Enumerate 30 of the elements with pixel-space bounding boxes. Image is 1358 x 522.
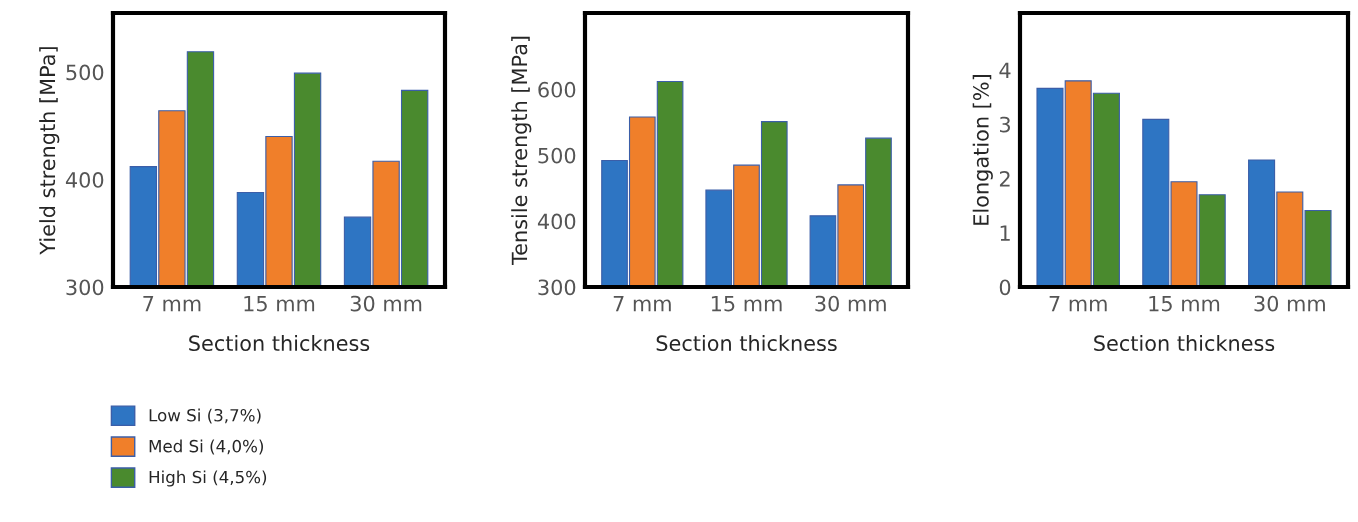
legend-label: High Si (4,5%) [149,470,267,487]
x-axis-title: Section thickness [656,334,837,352]
x-tick-label: 7 mm [613,295,671,312]
y-tick-label: 300 [66,279,104,296]
y-axis-title: Elongation [%] [972,75,993,225]
y-tick-label: 500 [538,147,576,164]
y-tick-label: 500 [66,64,104,81]
x-tick-label: 15 mm [244,295,315,312]
y-tick-label: 300 [538,279,576,296]
y-tick-label: 400 [65,172,104,188]
x-tick-label: 30 mm [350,295,422,312]
x-tick-label: 15 mm [711,295,782,312]
y-tick-label: 400 [537,213,576,230]
x-axis-title: Section thickness [1094,334,1275,352]
y-tick-label: 4 [999,62,1011,78]
y-axis-title: Tensile strength [MPa] [511,36,532,266]
x-tick-label: 7 mm [143,295,201,312]
y-tick-label: 1 [1000,225,1010,241]
x-tick-label: 15 mm [1149,295,1220,312]
y-tick-label: 0 [999,279,1011,296]
legend-label: Med Si (4,0%) [149,439,263,455]
x-tick-label: 7 mm [1049,295,1107,312]
y-tick-label: 2 [999,170,1010,187]
y-axis-title: Yield strength [MPa] [39,47,60,255]
x-tick-label: 30 mm [815,295,886,312]
legend-label: Low Si (3,7%) [149,408,261,424]
y-tick-label: 3 [1000,116,1010,133]
y-tick-label: 600 [538,81,576,98]
x-tick-label: 30 mm [1254,295,1325,312]
x-axis-title: Section thickness [189,334,370,352]
